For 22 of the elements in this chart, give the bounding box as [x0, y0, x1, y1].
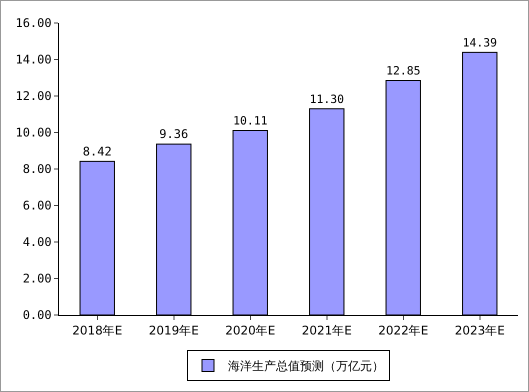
y-tick-label: 4.00 [22, 235, 52, 250]
y-tick-label: 10.00 [15, 126, 52, 140]
y-tick-label: 2.00 [22, 272, 52, 286]
data-label: 9.36 [159, 127, 188, 142]
x-tick-label: 2023年E [454, 323, 505, 338]
y-tick-label: 6.00 [22, 198, 52, 213]
data-label: 8.42 [82, 144, 112, 158]
x-tick-label: 2021年E [302, 323, 352, 338]
y-tick-label: 16.00 [15, 16, 52, 30]
y-tick-label: 12.00 [15, 89, 52, 104]
data-label: 12.85 [386, 64, 420, 78]
y-tick-label: 8.00 [22, 162, 52, 176]
data-label: 14.39 [462, 36, 498, 50]
legend-label: 海洋生产总值预测（万亿元） [228, 359, 384, 374]
y-tick-label: 14.00 [15, 52, 52, 67]
x-tick-label: 2020年E [225, 323, 276, 338]
x-tick-label: 2022年E [378, 323, 428, 338]
data-label: 11.30 [310, 92, 344, 106]
x-tick-label: 2018年E [72, 323, 122, 338]
data-label: 10.11 [233, 114, 268, 128]
y-tick-label: 0.00 [22, 308, 52, 322]
x-tick-label: 2019年E [148, 323, 199, 338]
